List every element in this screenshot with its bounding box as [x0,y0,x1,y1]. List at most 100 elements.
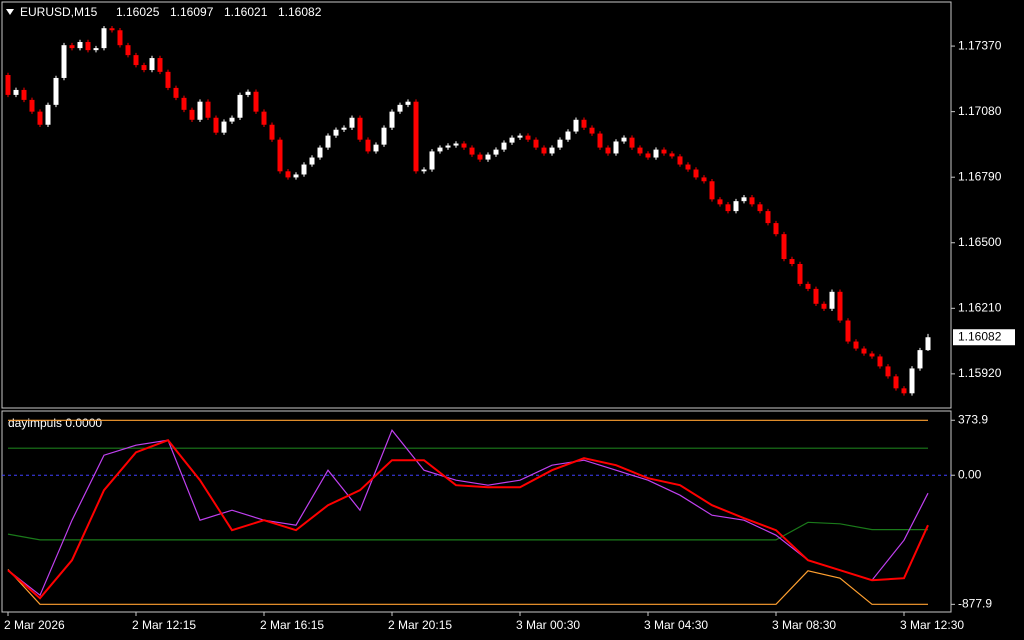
menu-arrow[interactable] [6,9,14,15]
candle-body [749,197,755,205]
candle-body [53,77,59,105]
indicator-line [7,429,929,597]
candle-body [757,204,763,212]
candle-body [293,174,299,178]
x-tick-label: 2 Mar 2026 [4,618,65,632]
candle-body [517,135,523,138]
candle-body [917,350,923,369]
candle-body [677,156,683,165]
y-tick-label: 1.15920 [958,366,1002,380]
candle-body [165,71,171,88]
candle-body [701,177,707,182]
candle-body [197,101,203,120]
candle-body [693,169,699,178]
candle-body [805,283,811,289]
candle-body [429,151,435,170]
candle-body [245,91,251,95]
candle-body [389,111,395,128]
candle-body [637,147,643,154]
candle-body [285,171,291,178]
candle-body [605,147,611,154]
candle-body [765,211,771,224]
candle-body [581,119,587,128]
candle-body [141,65,147,71]
candle-body [149,58,155,71]
candle-body [93,48,99,51]
candle-body [493,149,499,155]
candle-body [269,124,275,140]
candle-body [893,376,899,389]
candle-body [773,223,779,235]
candle-body [557,139,563,148]
candle-body [237,94,243,118]
candle-body [221,121,227,133]
candle-body [365,139,371,152]
x-tick-label: 3 Mar 12:30 [900,618,964,632]
candle-body [405,101,411,105]
x-tick-label: 2 Mar 12:15 [132,618,196,632]
candle-body [645,153,651,158]
candle-body [173,87,179,98]
candle-body [725,204,731,212]
candle-body [885,366,891,377]
candle-body [317,147,323,158]
y-tick-label: 1.16790 [958,169,1002,183]
indicator-frame [1,410,952,613]
y-tick-label: 1.16210 [958,300,1002,314]
candle-body [741,197,747,202]
candle-body [349,117,355,128]
candle-body [509,137,515,143]
price-tag [953,329,1015,346]
y-tick-label: 373.9 [958,412,988,426]
indicator-line [7,439,929,600]
candle-body [181,97,187,110]
candle-body [733,201,739,212]
candle-body [469,147,475,155]
candle-body [869,353,875,357]
candle-body [125,45,131,56]
candle-body [653,149,659,158]
candle-body [533,139,539,148]
candle-body [829,291,835,309]
last-open: 1.16025 [116,5,160,19]
candle-body [845,320,851,342]
candle-body [21,89,27,100]
candle-body [573,119,579,132]
candle-body [117,30,123,46]
main-frame [1,1,952,409]
y-tick-label: 1.17370 [958,38,1002,52]
x-tick-label: 2 Mar 16:15 [260,618,324,632]
y-tick-label: 0.00 [958,467,982,481]
candle-body [597,133,603,148]
candle-body [437,147,443,152]
candle-body [717,199,723,205]
candle-body [821,303,827,309]
x-tick-label: 3 Mar 04:30 [644,618,708,632]
candle-body [453,143,459,146]
candle-body [877,356,883,367]
x-tick-label: 3 Mar 08:30 [772,618,836,632]
candle-body [373,144,379,152]
candle-body [229,117,235,122]
candle-body [277,139,283,172]
candle-body [29,99,35,112]
candle-body [309,157,315,165]
candle-body [325,135,331,148]
candle-body [621,137,627,142]
candle-body [909,368,915,394]
candle-body [525,135,531,140]
candle-body [925,337,931,351]
candle-body [357,117,363,140]
candle-body [13,89,19,95]
x-tick-label: 2 Mar 20:15 [388,618,452,632]
candle-body [797,264,803,284]
candle-body [421,169,427,172]
x-tick-label: 3 Mar 00:30 [516,618,580,632]
candle-body [837,291,843,321]
y-tick-label: 1.16500 [958,235,1002,249]
candle-body [301,164,307,175]
candle-body [77,42,83,49]
y-tick-label: -877.9 [958,597,992,611]
candle-body [853,341,859,349]
